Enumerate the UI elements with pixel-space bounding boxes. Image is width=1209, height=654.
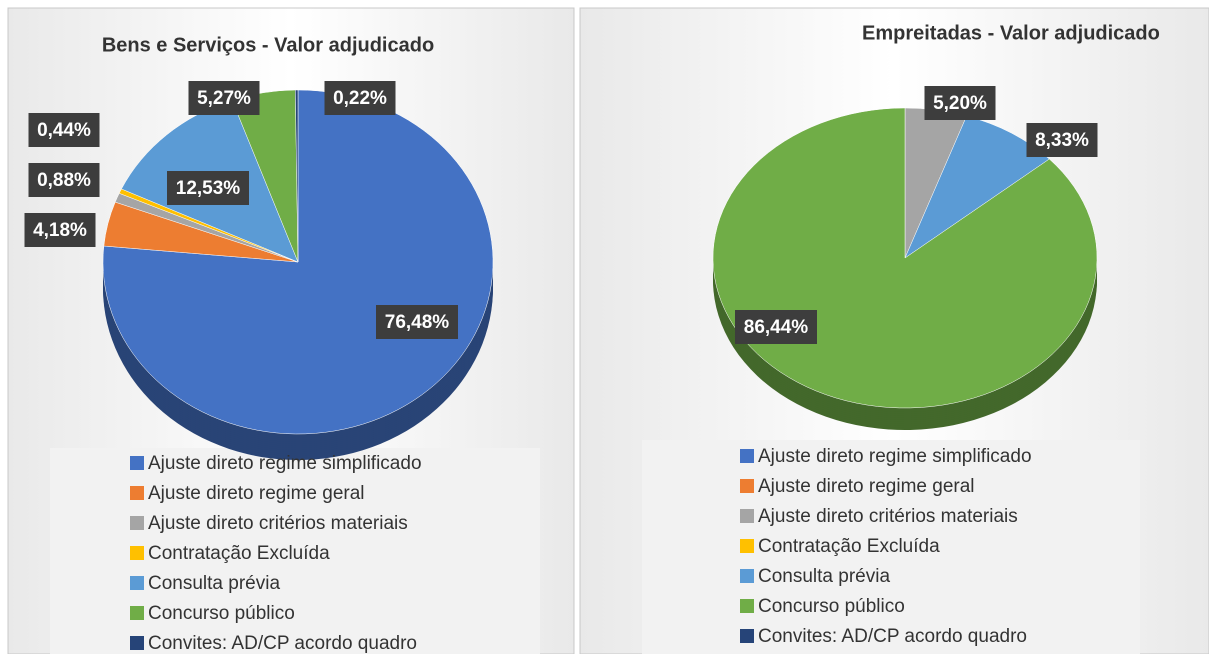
label-box — [24, 213, 96, 247]
legend-box — [642, 440, 1140, 654]
data-label: 12,53% — [176, 178, 241, 199]
label-box — [28, 113, 100, 147]
legend-marker — [740, 599, 754, 613]
chart-title: Empreitadas - Valor adjudicado — [862, 22, 1160, 44]
legend-label: Ajuste direto critérios materiais — [148, 513, 408, 534]
legend-marker — [130, 486, 144, 500]
label-box — [324, 81, 396, 115]
slice — [295, 89, 299, 263]
data-label: 0,44% — [37, 120, 91, 141]
legend-label: Consulta prévia — [148, 573, 280, 594]
legend-marker — [130, 546, 144, 560]
label-box — [1026, 123, 1098, 157]
legend-marker — [130, 456, 144, 470]
legend-marker — [130, 636, 144, 650]
label-box — [188, 81, 260, 115]
label-box — [735, 310, 817, 344]
legend-label: Ajuste direto critérios materiais — [758, 506, 1018, 527]
legend-label: Convites: AD/CP acordo quadro — [758, 626, 1027, 647]
data-label: 86,44% — [744, 317, 809, 338]
data-label: 5,20% — [933, 93, 987, 114]
legend-marker — [130, 516, 144, 530]
chart-title: Bens e Serviços - Valor adjudicado — [102, 34, 434, 56]
legend-label: Concurso público — [758, 596, 905, 617]
legend-marker — [740, 569, 754, 583]
label-box — [167, 171, 249, 205]
legend-marker — [740, 629, 754, 643]
legend-label: Contratação Excluída — [758, 536, 940, 557]
legend-label: Contratação Excluída — [148, 543, 330, 564]
legend-marker — [740, 479, 754, 493]
data-label: 0,88% — [37, 170, 91, 191]
label-box — [28, 163, 100, 197]
legend-label: Ajuste direto regime geral — [758, 476, 975, 497]
data-label: 8,33% — [1035, 130, 1089, 151]
label-box — [924, 86, 996, 120]
label-box — [376, 305, 458, 339]
legend-label: Ajuste direto regime simplificado — [148, 453, 422, 474]
legend-label: Concurso público — [148, 603, 295, 624]
legend-label: Consulta prévia — [758, 566, 890, 587]
data-label: 5,27% — [197, 88, 251, 109]
legend-label: Convites: AD/CP acordo quadro — [148, 633, 417, 654]
legend-marker — [740, 449, 754, 463]
legend-label: Ajuste direto regime geral — [148, 483, 365, 504]
legend-marker — [740, 509, 754, 523]
data-label: 4,18% — [33, 220, 87, 241]
legend-marker — [740, 539, 754, 553]
data-label: 76,48% — [385, 312, 450, 333]
legend-label: Ajuste direto regime simplificado — [758, 446, 1032, 467]
data-label: 0,22% — [333, 88, 387, 109]
legend-marker — [130, 606, 144, 620]
legend-marker — [130, 576, 144, 590]
